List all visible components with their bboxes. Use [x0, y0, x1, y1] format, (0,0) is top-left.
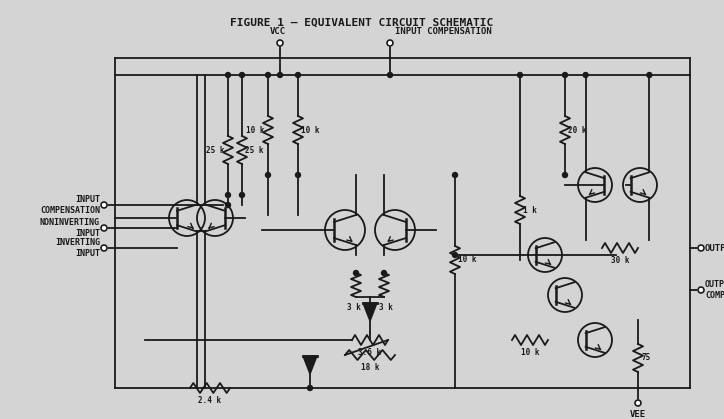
Circle shape — [387, 72, 392, 78]
Text: 25 k: 25 k — [245, 145, 264, 155]
Text: 30 k: 30 k — [611, 256, 629, 265]
Text: 3.6 k: 3.6 k — [358, 348, 382, 357]
Text: 10 k: 10 k — [521, 348, 539, 357]
Polygon shape — [303, 356, 317, 374]
Circle shape — [225, 202, 230, 207]
Text: 3 k: 3 k — [379, 303, 393, 312]
Text: 25 k: 25 k — [206, 145, 225, 155]
Text: 3 k: 3 k — [347, 303, 361, 312]
Circle shape — [382, 271, 387, 276]
Circle shape — [452, 173, 458, 178]
Text: OUTPUT: OUTPUT — [705, 243, 724, 253]
Circle shape — [240, 192, 245, 197]
Text: 10 k: 10 k — [458, 256, 476, 264]
Text: 20 k: 20 k — [568, 126, 586, 134]
Text: VCC: VCC — [270, 27, 286, 36]
Circle shape — [698, 287, 704, 293]
Circle shape — [295, 72, 300, 78]
Polygon shape — [363, 303, 377, 321]
Circle shape — [308, 385, 313, 391]
Circle shape — [563, 173, 568, 178]
Text: 1 k: 1 k — [523, 205, 537, 215]
Circle shape — [266, 72, 271, 78]
Text: INPUT COMPENSATION: INPUT COMPENSATION — [395, 27, 492, 36]
Circle shape — [387, 40, 393, 46]
Circle shape — [277, 72, 282, 78]
Circle shape — [277, 40, 283, 46]
Circle shape — [266, 173, 271, 178]
Text: 2.4 k: 2.4 k — [198, 396, 222, 405]
Circle shape — [101, 225, 107, 231]
Circle shape — [583, 72, 588, 78]
Circle shape — [240, 72, 245, 78]
Circle shape — [518, 72, 523, 78]
Text: VEE: VEE — [630, 410, 646, 419]
Text: OUTPUT
COMPENSATION: OUTPUT COMPENSATION — [705, 280, 724, 300]
Circle shape — [225, 72, 230, 78]
Circle shape — [698, 245, 704, 251]
Text: 10 k: 10 k — [301, 126, 319, 134]
Text: FIGURE 1 – EQUIVALENT CIRCUIT SCHEMATIC: FIGURE 1 – EQUIVALENT CIRCUIT SCHEMATIC — [230, 18, 494, 28]
Circle shape — [635, 400, 641, 406]
Circle shape — [101, 245, 107, 251]
Text: INPUT
COMPENSATION: INPUT COMPENSATION — [40, 195, 100, 215]
Circle shape — [452, 253, 458, 258]
Text: 10 k: 10 k — [246, 126, 265, 134]
Text: NONINVERTING
INPUT: NONINVERTING INPUT — [40, 218, 100, 238]
Circle shape — [225, 192, 230, 197]
Circle shape — [101, 202, 107, 208]
Circle shape — [295, 173, 300, 178]
Text: 18 k: 18 k — [361, 363, 379, 372]
Text: 75: 75 — [641, 354, 650, 362]
Circle shape — [647, 72, 652, 78]
Text: INVERTING
INPUT: INVERTING INPUT — [55, 238, 100, 258]
Circle shape — [563, 72, 568, 78]
Circle shape — [353, 271, 358, 276]
